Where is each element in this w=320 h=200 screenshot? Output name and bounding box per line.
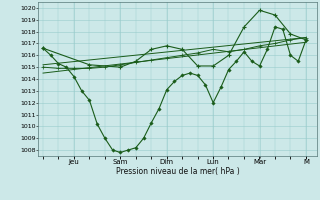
X-axis label: Pression niveau de la mer( hPa ): Pression niveau de la mer( hPa ) (116, 167, 239, 176)
